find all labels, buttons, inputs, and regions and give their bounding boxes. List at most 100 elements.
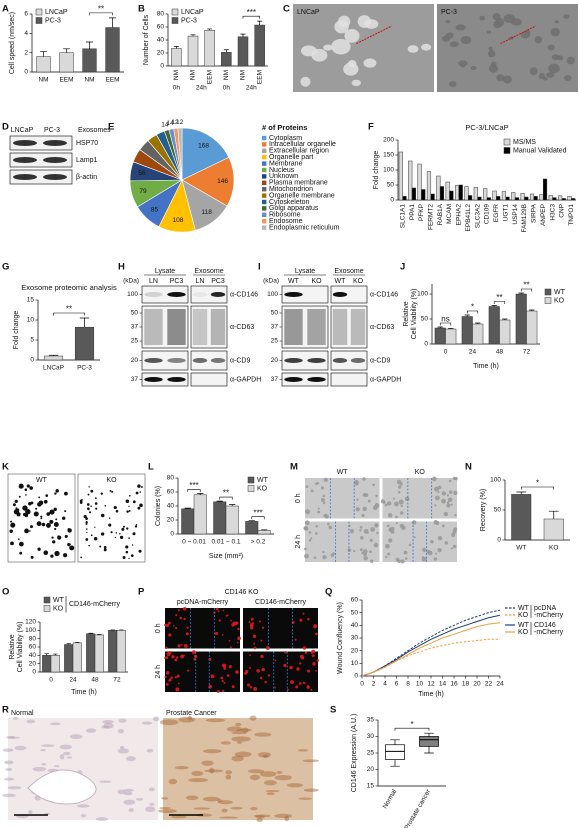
bar bbox=[181, 508, 195, 535]
texture bbox=[392, 497, 395, 500]
x-tick-label: H3C3 bbox=[549, 204, 556, 221]
colony bbox=[126, 527, 129, 530]
panel-letter: G bbox=[2, 262, 9, 273]
texture bbox=[398, 499, 404, 505]
bar bbox=[74, 326, 95, 361]
group-label: Lysate bbox=[295, 268, 315, 275]
wound-image bbox=[305, 521, 380, 562]
texture bbox=[401, 525, 406, 531]
y-tick-label: 50 bbox=[351, 609, 359, 616]
blot-label: HSP70 bbox=[76, 140, 98, 147]
colony bbox=[135, 524, 138, 526]
error-bar bbox=[207, 28, 213, 31]
tissue bbox=[80, 814, 87, 818]
cell bbox=[237, 627, 240, 631]
bar bbox=[501, 191, 506, 201]
x-tick-label: 14 bbox=[439, 681, 447, 688]
legend-label: LNCaP bbox=[45, 9, 68, 16]
y-axis-label: Fold change bbox=[13, 311, 20, 350]
blot-strip bbox=[9, 152, 73, 168]
colony bbox=[25, 509, 31, 515]
texture bbox=[305, 485, 309, 489]
colony bbox=[23, 512, 27, 517]
marker-label: 37 bbox=[271, 324, 279, 331]
texture bbox=[435, 521, 440, 525]
legend-swatch bbox=[247, 476, 255, 484]
group-label: 24h bbox=[246, 85, 257, 92]
colony bbox=[36, 521, 42, 527]
texture bbox=[450, 503, 453, 506]
cell bbox=[313, 624, 318, 629]
bar bbox=[542, 178, 548, 201]
tissue bbox=[4, 760, 14, 765]
bar bbox=[496, 196, 501, 201]
colony bbox=[131, 544, 134, 546]
row-label: 24 h bbox=[295, 535, 302, 549]
tissue bbox=[136, 798, 144, 801]
cell bbox=[486, 30, 492, 34]
texture bbox=[397, 559, 401, 564]
legend-label: PC-3 bbox=[45, 17, 61, 24]
series-line bbox=[361, 622, 501, 677]
antibody-label: α-CD63 bbox=[230, 324, 254, 331]
texture bbox=[380, 499, 386, 504]
tissue bbox=[249, 715, 257, 721]
cell bbox=[228, 665, 232, 669]
texture bbox=[369, 559, 374, 563]
panel-letter: I bbox=[258, 262, 261, 273]
error-bar bbox=[184, 507, 191, 509]
colony bbox=[108, 517, 111, 519]
cell bbox=[556, 55, 564, 61]
cell bbox=[479, 15, 485, 21]
bar bbox=[64, 644, 74, 673]
tissue bbox=[32, 766, 47, 772]
cell bbox=[299, 662, 302, 665]
cell bbox=[492, 13, 501, 21]
column-label: KO bbox=[415, 469, 426, 476]
marker-label: 37 bbox=[131, 324, 139, 331]
bar bbox=[458, 184, 463, 201]
texture bbox=[374, 524, 379, 528]
texture bbox=[359, 548, 363, 552]
whisker bbox=[390, 739, 400, 745]
tissue bbox=[253, 814, 271, 818]
colony bbox=[95, 507, 98, 510]
y-tick-label: 150 bbox=[383, 152, 394, 159]
tissue bbox=[149, 802, 155, 806]
colony bbox=[18, 495, 21, 498]
cell bbox=[165, 671, 170, 675]
whisker bbox=[424, 732, 434, 737]
tissue bbox=[266, 792, 275, 796]
error-bar bbox=[548, 510, 559, 519]
legend-label: Golgi apparatus bbox=[269, 205, 319, 212]
colony bbox=[134, 525, 138, 528]
colony bbox=[45, 494, 49, 497]
texture bbox=[454, 513, 457, 517]
colony-image bbox=[77, 473, 146, 563]
wound-image bbox=[382, 521, 457, 562]
cell bbox=[237, 636, 241, 641]
cell bbox=[470, 66, 477, 71]
cell bbox=[223, 664, 227, 668]
legend-group-label: -mCherry bbox=[534, 612, 564, 619]
bar bbox=[488, 306, 500, 345]
bar bbox=[449, 190, 454, 201]
bar bbox=[408, 160, 413, 201]
y-tick-label: 100 bbox=[383, 167, 394, 174]
cell bbox=[186, 626, 189, 629]
cell bbox=[445, 32, 454, 39]
legend-label: Organelle membrane bbox=[269, 192, 335, 199]
blot-smear bbox=[144, 309, 163, 345]
bar bbox=[94, 634, 104, 673]
blot-band bbox=[13, 157, 37, 163]
cell bbox=[347, 59, 357, 68]
cell bbox=[563, 14, 570, 19]
bar bbox=[193, 494, 207, 535]
cell bbox=[176, 674, 180, 678]
colony bbox=[113, 505, 117, 510]
cell bbox=[236, 641, 239, 644]
texture bbox=[356, 498, 359, 501]
blot-band bbox=[332, 292, 348, 297]
cell bbox=[168, 633, 172, 637]
